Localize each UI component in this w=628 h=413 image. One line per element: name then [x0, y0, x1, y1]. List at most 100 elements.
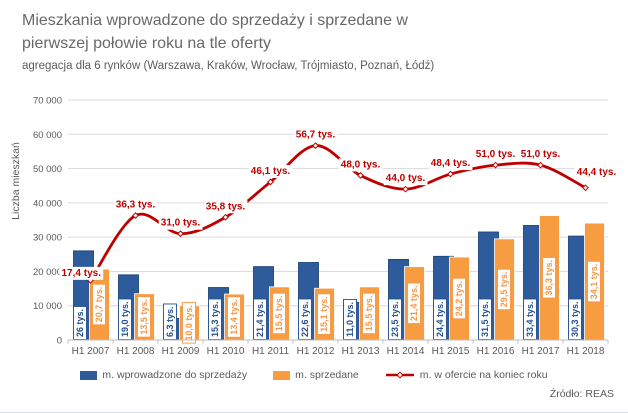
- line-label: 56,7 tys.: [293, 128, 338, 142]
- line-label-box: [473, 148, 518, 162]
- line-label: 44,0 tys.: [383, 172, 428, 186]
- page-title: Mieszkania wprowadzone do sprzedaży i sp…: [22, 12, 408, 52]
- x-axis-category-label: H1 2012: [297, 346, 335, 357]
- line-marker: [357, 172, 364, 179]
- legend-label: m. sprzedane: [295, 369, 359, 381]
- bar-label-sprzedane: 15,1 tys.: [317, 293, 331, 335]
- line-label-text: 46,1 tys.: [251, 166, 291, 177]
- line-marker: [222, 213, 229, 221]
- bar-label-sprzedane: 21,4 tys.: [407, 282, 421, 325]
- bar-label-sprzedane-text: 15,1 tys.: [319, 296, 329, 332]
- bar-label-sprzedane-box: [227, 296, 241, 338]
- bar-label-sprzedane: 20,7 tys.: [92, 283, 106, 326]
- bar-label-wprowadzone-text: 15,3 tys.: [210, 301, 220, 337]
- bar-label-sprzedane: 10,0 tys.: [182, 302, 196, 344]
- y-axis-tick-label: 40 000: [33, 198, 62, 209]
- line-label: 51,0 tys.: [518, 148, 563, 162]
- chart-legend: m. wprowadzone do sprzedaży m. sprzedane m…: [0, 369, 628, 381]
- y-axis-tick-label: 0: [57, 336, 62, 347]
- bar-label-sprzedane: 24,2 tys.: [452, 277, 466, 320]
- bar-label-wprowadzone-text: 24,4 tys.: [435, 301, 445, 337]
- bar-label-sprzedane-box: [542, 257, 556, 299]
- line-label-box: [428, 157, 473, 171]
- bar-label-sprzedane-box: [92, 283, 106, 326]
- y-axis-tick-label: 20 000: [33, 267, 62, 278]
- line-label: 51,0 tys.: [473, 148, 518, 162]
- bar-label-wprowadzone: 19,0 tys.: [118, 298, 132, 340]
- x-axis-category-label: H1 2015: [432, 346, 470, 357]
- line-label-box: [574, 165, 619, 179]
- line-label-text: 51,0 tys.: [521, 149, 561, 160]
- legend-bar-swatch-icon: [273, 370, 291, 380]
- bar-label-wprowadzone-text: 30,3 tys.: [570, 301, 580, 337]
- bar-label-wprowadzone-text: 6,3 tys.: [165, 306, 175, 337]
- bar-label-wprowadzone: 11,0 tys.: [343, 299, 357, 340]
- line-label: 31,0 tys.: [158, 216, 203, 230]
- line-label-box: [158, 216, 203, 230]
- bar-label-sprzedane-text: 21,4 tys.: [409, 286, 419, 322]
- line-marker: [177, 230, 184, 238]
- line-label-box: [248, 164, 293, 178]
- bar-label-sprzedane-text: 13,4 tys.: [229, 299, 239, 335]
- line-label-box: [518, 148, 563, 162]
- line-label: 17,4 tys.: [59, 266, 104, 280]
- line-label: 46,1 tys.: [248, 164, 293, 178]
- x-axis-category-label: H1 2007: [72, 346, 110, 357]
- bar-label-wprowadzone: 23,5 tys.: [388, 298, 402, 340]
- line-label: 36,3 tys.: [113, 198, 158, 212]
- bar-label-sprzedane-text: 13,5 tys.: [139, 299, 149, 335]
- line-label-text: 17,4 tys.: [62, 268, 102, 279]
- bar-label-wprowadzone-text: 23,5 tys.: [390, 301, 400, 337]
- line-marker: [402, 185, 409, 193]
- line-label-text: 56,7 tys.: [296, 130, 336, 141]
- x-axis-category-label: H1 2013: [342, 346, 380, 357]
- line-label-text: 31,0 tys.: [161, 218, 201, 229]
- bar-label-wprowadzone-text: 11,0 tys.: [345, 302, 355, 337]
- bar-label-wprowadzone-text: 26 tys.: [75, 309, 85, 337]
- line-label: 44,4 tys.: [574, 165, 619, 179]
- bar-label-wprowadzone: 33,4 tys.: [523, 298, 537, 340]
- bar-label-sprzedane: 34,1 tys.: [587, 260, 601, 303]
- bar-label-sprzedane-text: 36,3 tys.: [544, 260, 554, 296]
- bar-label-sprzedane-text: 29,5 tys.: [499, 272, 509, 308]
- line-marker: [312, 142, 319, 150]
- bar-label-wprowadzone: 6,3 tys.: [163, 303, 177, 340]
- bar-label-wprowadzone: 21,4 tys.: [253, 298, 267, 340]
- line-marker: [492, 161, 499, 169]
- bar-label-wprowadzone-text: 21,4 tys.: [255, 301, 265, 337]
- line-marker: [132, 212, 139, 219]
- y-axis-tick-label: 60 000: [33, 130, 62, 141]
- x-axis-category-label: H1 2011: [252, 346, 290, 357]
- y-axis-tick-label: 50 000: [33, 164, 62, 175]
- source-label: Źródło: REAS: [549, 388, 614, 400]
- line-label: 48,4 tys.: [428, 157, 473, 171]
- bar-label-sprzedane-box: [452, 277, 466, 320]
- line-label-box: [293, 128, 338, 142]
- bar-label-sprzedane: 15,5 tys.: [272, 292, 286, 335]
- line-label: 48,0 tys.: [338, 158, 383, 172]
- bar-label-sprzedane: 13,4 tys.: [227, 296, 241, 338]
- bar-label-sprzedane-box: [362, 292, 376, 335]
- bar-label-sprzedane-text: 15,5 tys.: [274, 296, 284, 332]
- line-label-text: 44,0 tys.: [386, 173, 426, 184]
- bar-label-wprowadzone: 30,3 tys.: [568, 298, 582, 340]
- line-label-box: [383, 172, 428, 186]
- line-label: 35,8 tys.: [203, 200, 248, 214]
- line-label-text: 35,8 tys.: [206, 201, 246, 212]
- line-marker: [267, 178, 274, 186]
- x-axis-category-label: H1 2010: [207, 346, 245, 357]
- y-axis-tick-label: 30 000: [33, 233, 62, 244]
- bar-label-sprzedane: 13,5 tys.: [137, 296, 151, 338]
- line-label-text: 48,4 tys.: [431, 158, 471, 169]
- bar-label-wprowadzone: 22,6 tys.: [298, 298, 312, 340]
- bar-label-sprzedane-box: [407, 282, 421, 325]
- bar-label-sprzedane: 36,3 tys.: [542, 257, 556, 299]
- line-marker: [447, 170, 454, 178]
- line-marker: [582, 184, 589, 192]
- line-label-text: 36,3 tys.: [116, 200, 156, 211]
- line-label-box: [59, 266, 104, 280]
- legend-item-2: m. sprzedane: [273, 369, 359, 381]
- bar-label-sprzedane: 15,5 tys.: [362, 292, 376, 335]
- line-label-text: 51,0 tys.: [476, 149, 516, 160]
